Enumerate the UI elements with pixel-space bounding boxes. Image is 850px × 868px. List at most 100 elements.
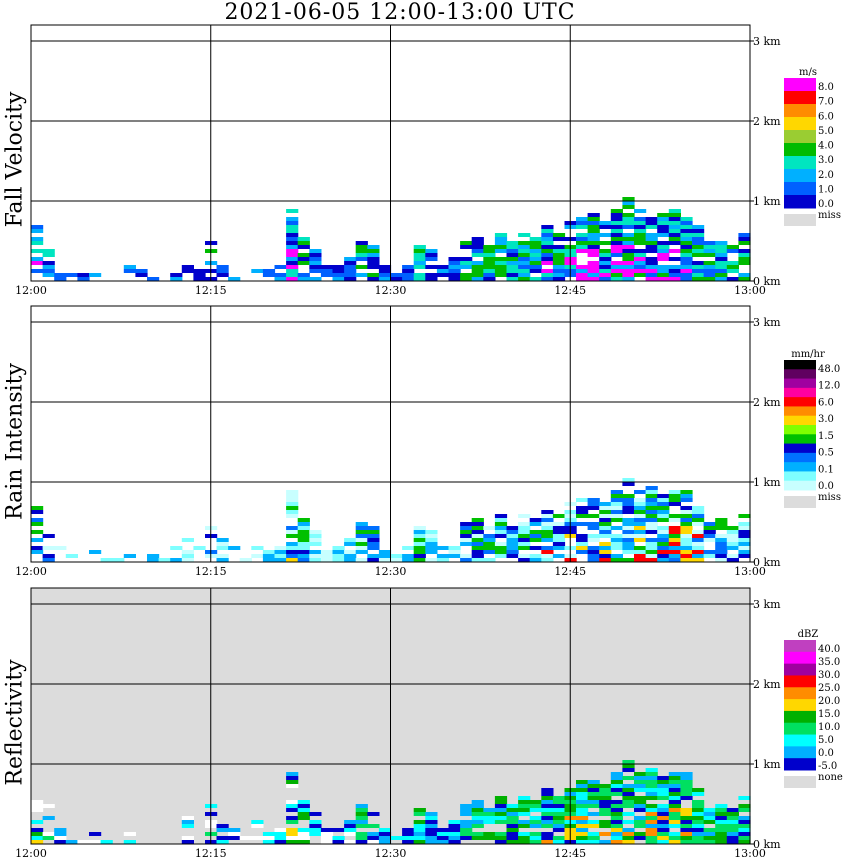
echo-cell: [610, 217, 623, 221]
echo-cell: [332, 840, 345, 844]
echo-field: [31, 760, 751, 844]
echo-cell: [297, 530, 310, 534]
echo-cell: [610, 804, 623, 808]
echo-cell: [378, 828, 392, 832]
echo-cell: [413, 261, 426, 265]
echo-cell: [610, 836, 623, 840]
echo-cell: [483, 820, 496, 824]
echo-cell: [634, 249, 647, 253]
echo-cell: [668, 498, 681, 502]
echo-cell: [576, 245, 589, 249]
echo-cell: [645, 808, 658, 812]
echo-cell: [587, 506, 600, 510]
echo-cell: [448, 824, 461, 828]
echo-cell: [239, 836, 252, 840]
echo-cell: [494, 812, 508, 816]
echo-cell: [518, 522, 531, 526]
x-tick-label: 12:30: [375, 847, 407, 860]
echo-cell: [297, 237, 310, 241]
echo-cell: [634, 506, 647, 510]
echo-cell: [494, 820, 508, 824]
echo-cell: [552, 840, 566, 844]
grid: [31, 25, 750, 281]
echo-cell: [587, 804, 600, 808]
echo-cell: [587, 522, 600, 526]
y-tick-label: 2 km: [753, 115, 781, 128]
echo-cell: [378, 836, 392, 840]
echo-cell: [622, 221, 635, 225]
echo-cell: [587, 526, 600, 530]
echo-cell: [541, 514, 554, 518]
echo-cell: [726, 269, 739, 273]
echo-cell: [31, 241, 44, 245]
echo-cell: [668, 796, 681, 800]
echo-cell: [645, 780, 658, 784]
echo-cell: [680, 506, 693, 510]
echo-cell: [680, 820, 693, 824]
echo-cell: [309, 828, 322, 832]
echo-cell: [552, 277, 566, 281]
echo-cell: [692, 804, 705, 808]
echo-cell: [657, 225, 670, 229]
echo-cell: [529, 245, 542, 249]
echo-cell: [344, 554, 357, 558]
echo-cell: [518, 273, 531, 277]
echo-cell: [668, 554, 681, 558]
echo-cell: [668, 526, 681, 530]
echo-cell: [541, 836, 554, 840]
echo-cell: [541, 804, 554, 808]
echo-cell: [587, 229, 600, 233]
echo-cell: [471, 265, 484, 269]
echo-cell: [494, 836, 508, 840]
echo-cell: [715, 816, 728, 820]
echo-cell: [413, 257, 426, 261]
echo-cell: [576, 265, 589, 269]
echo-cell: [460, 558, 473, 562]
echo-cell: [552, 546, 566, 550]
echo-cell: [634, 237, 647, 241]
echo-cell: [622, 249, 635, 253]
echo-cell: [692, 542, 705, 546]
echo-cell: [680, 808, 693, 812]
echo-cell: [622, 788, 635, 792]
echo-cell: [738, 820, 751, 824]
echo-cell: [181, 554, 194, 558]
echo-cell: [425, 542, 438, 546]
echo-cell: [286, 832, 299, 836]
echo-cell: [413, 832, 426, 836]
echo-cell: [599, 253, 612, 257]
echo-cell: [645, 788, 658, 792]
echo-cell: [587, 221, 600, 225]
echo-cell: [692, 554, 705, 558]
echo-cell: [587, 812, 600, 816]
echo-cell: [668, 538, 681, 542]
legend-swatch: [784, 415, 816, 426]
echo-cell: [31, 820, 44, 824]
echo-cell: [471, 816, 484, 820]
legend-missing-swatch: [784, 496, 816, 508]
echo-cell: [599, 514, 612, 518]
legend-label: 6.0: [818, 111, 834, 122]
echo-cell: [216, 265, 229, 269]
echo-cell: [286, 225, 299, 229]
echo-cell: [622, 812, 635, 816]
echo-cell: [436, 836, 450, 840]
echo-cell: [680, 526, 693, 530]
echo-cell: [541, 233, 554, 237]
echo-cell: [738, 804, 751, 808]
echo-cell: [703, 550, 716, 554]
echo-cell: [668, 237, 681, 241]
echo-cell: [518, 245, 531, 249]
echo-cell: [100, 840, 113, 844]
echo-cell: [610, 812, 623, 816]
echo-cell: [541, 812, 554, 816]
echo-cell: [65, 273, 78, 277]
echo-cell: [344, 277, 357, 281]
echo-cell: [645, 257, 658, 261]
echo-cell: [668, 502, 681, 506]
echo-cell: [309, 550, 322, 554]
echo-cell: [599, 804, 612, 808]
echo-cell: [576, 514, 589, 518]
echo-cell: [518, 558, 531, 562]
echo-cell: [552, 237, 566, 241]
